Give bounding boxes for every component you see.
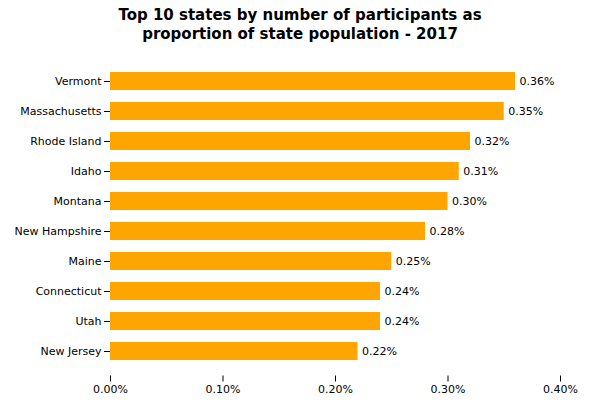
html-text:Top 10 states by number of par: Top 10 states by number of participants … bbox=[118, 6, 482, 43]
svg-text:0.25%: 0.25% bbox=[396, 255, 431, 268]
svg-text:Massachusetts: Massachusetts bbox=[20, 105, 102, 118]
svg-text:0.30%: 0.30% bbox=[452, 195, 487, 208]
svg-text:Maine: Maine bbox=[68, 255, 101, 268]
svg-text:0.00%: 0.00% bbox=[93, 382, 128, 395]
svg-text:New Hampshire: New Hampshire bbox=[14, 225, 101, 238]
svg-text:Idaho: Idaho bbox=[71, 165, 102, 178]
svg-text:0.24%: 0.24% bbox=[385, 285, 420, 298]
svg-text:Vermont: Vermont bbox=[55, 75, 102, 88]
svg-text:0.30%: 0.30% bbox=[431, 382, 466, 395]
svg-text:Rhode Island: Rhode Island bbox=[30, 135, 101, 148]
svg-text:0.36%: 0.36% bbox=[520, 75, 555, 88]
svg-text:0.20%: 0.20% bbox=[318, 382, 353, 395]
svg-text:0.10%: 0.10% bbox=[206, 382, 241, 395]
svg-text:Connecticut: Connecticut bbox=[36, 285, 103, 298]
svg-text:Utah: Utah bbox=[75, 315, 101, 328]
svg-text:0.40%: 0.40% bbox=[543, 382, 578, 395]
svg-text:0.24%: 0.24% bbox=[385, 315, 420, 328]
svg-text:0.22%: 0.22% bbox=[362, 345, 397, 358]
svg-text:0.35%: 0.35% bbox=[508, 105, 543, 118]
svg-text:New Jersey: New Jersey bbox=[40, 345, 102, 358]
svg-text:0.28%: 0.28% bbox=[430, 225, 465, 238]
svg-text:0.32%: 0.32% bbox=[475, 135, 510, 148]
svg-text:Montana: Montana bbox=[54, 195, 102, 208]
svg-text:0.31%: 0.31% bbox=[463, 165, 498, 178]
